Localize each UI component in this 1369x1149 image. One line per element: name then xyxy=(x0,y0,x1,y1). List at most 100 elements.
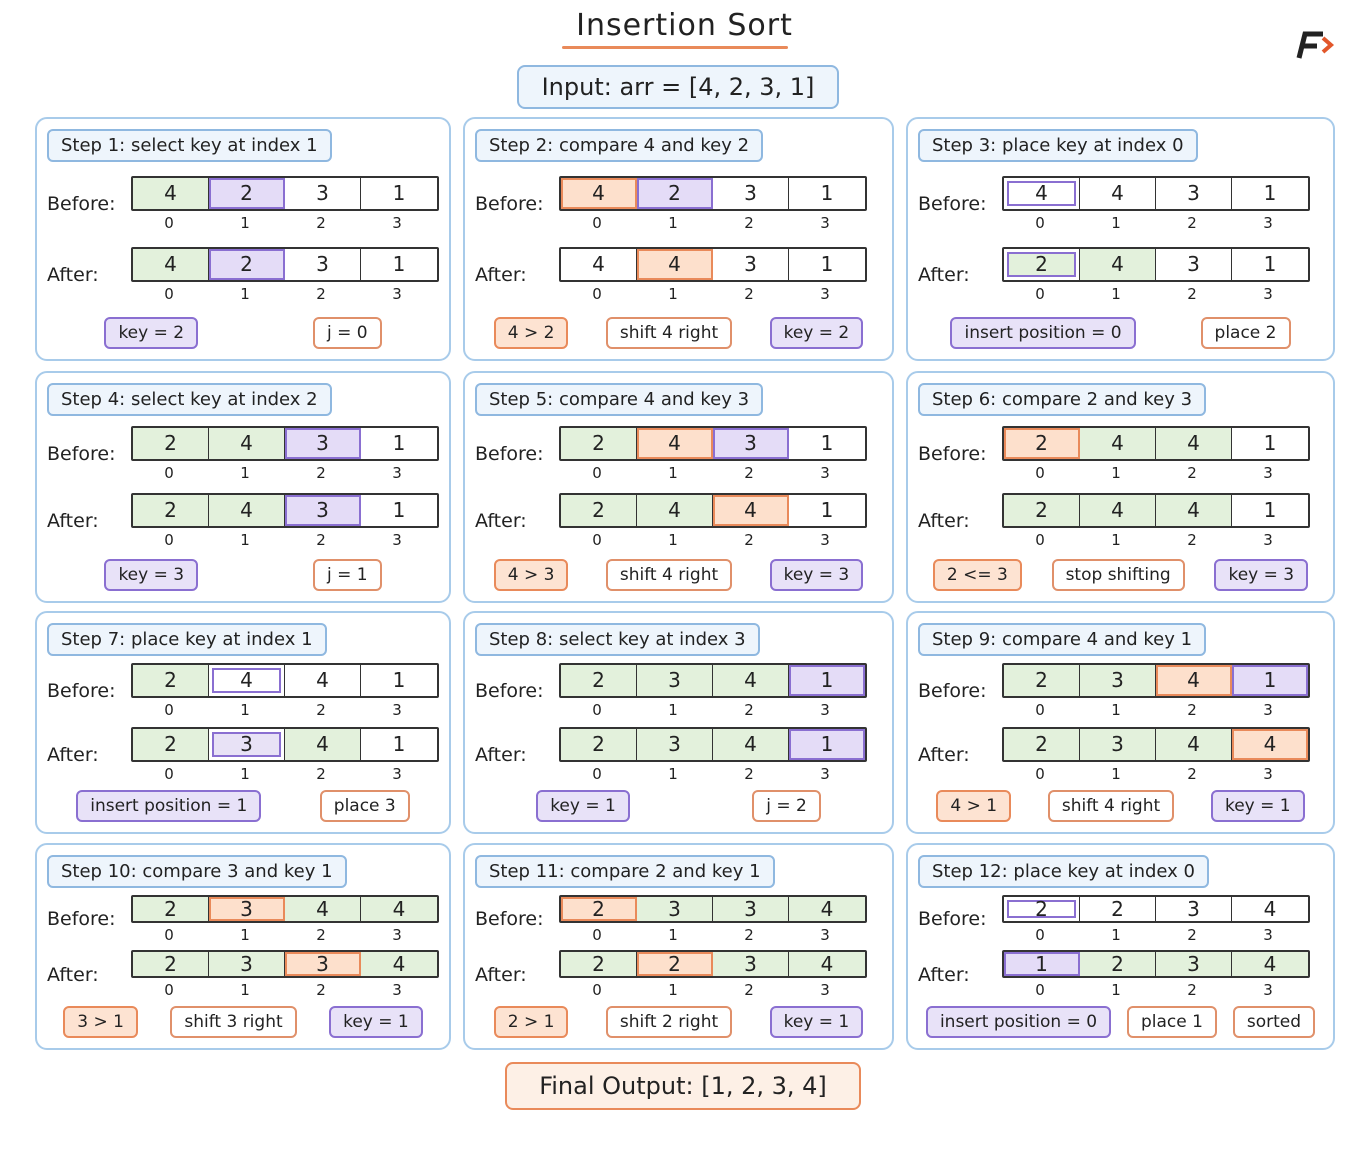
tag: 4 > 2 xyxy=(493,316,569,349)
row-label: Before: xyxy=(47,680,116,703)
index: 3 xyxy=(820,701,830,720)
cell: 4 xyxy=(133,178,209,210)
cell: 4 xyxy=(713,494,789,526)
index: 0 xyxy=(164,764,174,783)
tag: shift 4 right xyxy=(1047,789,1175,822)
cell: 4 xyxy=(637,494,713,526)
cell: 4 xyxy=(361,952,437,977)
cell: 1 xyxy=(789,728,865,760)
cell: 3 xyxy=(285,494,361,526)
cell: 3 xyxy=(713,952,789,977)
index: 2 xyxy=(1187,925,1197,944)
indices: 0 1 2 3 xyxy=(559,282,867,303)
index: 0 xyxy=(1035,530,1045,549)
indices: 0 1 2 3 xyxy=(1002,528,1310,549)
cell: 4 xyxy=(713,728,789,760)
after-row: After: 2 4 3 1 0 1 2 3 xyxy=(918,246,1323,303)
index: 0 xyxy=(1035,214,1045,233)
step-label: Step 5: compare 4 and key 3 xyxy=(475,383,764,416)
cell: 1 xyxy=(1232,665,1308,697)
indices: 0 1 2 3 xyxy=(1002,282,1310,303)
row-label: Before: xyxy=(918,680,987,703)
after-row: After: 2 3 4 1 0 1 2 3 xyxy=(47,726,439,783)
index: 2 xyxy=(744,214,754,233)
index: 3 xyxy=(820,530,830,549)
tag: shift 4 right xyxy=(605,558,733,591)
after-row: After: 2 4 4 1 0 1 2 3 xyxy=(918,492,1323,549)
cell: 4 xyxy=(285,665,361,697)
cell: 4 xyxy=(1156,665,1232,697)
index: 2 xyxy=(1187,530,1197,549)
tags: 4 > 2 shift 4 right key = 2 xyxy=(475,316,882,349)
tag: key = 2 xyxy=(104,316,199,349)
row-label: After: xyxy=(918,263,970,286)
step-label: Step 6: compare 2 and key 3 xyxy=(918,383,1207,416)
index: 1 xyxy=(240,214,250,233)
cell: 1 xyxy=(1263,431,1277,456)
row-label: After: xyxy=(47,263,99,286)
index: 3 xyxy=(820,981,830,1000)
index: 2 xyxy=(316,284,326,303)
tags: key = 3 j = 1 xyxy=(47,558,439,591)
tag: 2 <= 3 xyxy=(932,558,1022,591)
indices: 0 1 2 3 xyxy=(1002,211,1310,232)
index: 0 xyxy=(592,925,602,944)
indices: 0 1 2 3 xyxy=(131,282,439,303)
cell: 4 xyxy=(285,728,361,760)
index: 2 xyxy=(1187,214,1197,233)
index: 1 xyxy=(240,764,250,783)
indices: 0 1 2 3 xyxy=(559,211,867,232)
cell: 3 xyxy=(713,896,789,921)
tags: key = 1 j = 2 xyxy=(475,789,882,822)
index: 2 xyxy=(1187,284,1197,303)
cell: 2 xyxy=(133,728,209,760)
cell: 1 xyxy=(392,497,406,522)
indices: 0 1 2 3 xyxy=(1002,978,1310,999)
index: 2 xyxy=(316,214,326,233)
before-row: Before: 2 3 4 1 0 1 2 3 xyxy=(475,663,882,719)
cell: 2 xyxy=(133,428,209,460)
index: 0 xyxy=(164,530,174,549)
after-row: After: 1 2 3 4 0 1 2 3 xyxy=(918,950,1323,999)
index: 2 xyxy=(744,981,754,1000)
index: 3 xyxy=(820,214,830,233)
tags: 3 > 1 shift 3 right key = 1 xyxy=(47,1005,439,1038)
index: 0 xyxy=(164,981,174,1000)
step-panel: Step 3: place key at index 0 Before: 4 4 3 1 0… xyxy=(906,117,1335,361)
tag: key = 3 xyxy=(104,558,199,591)
final-box: Final Output: [1, 2, 3, 4] xyxy=(505,1062,861,1110)
cell: 3 xyxy=(637,728,713,760)
index: 1 xyxy=(240,464,250,483)
index: 1 xyxy=(240,701,250,720)
index: 0 xyxy=(592,764,602,783)
cell: 2 xyxy=(561,952,637,977)
tag: shift 2 right xyxy=(605,1005,733,1038)
index: 1 xyxy=(668,530,678,549)
tags: 4 > 1 shift 4 right key = 1 xyxy=(918,789,1323,822)
index: 3 xyxy=(392,284,402,303)
index: 0 xyxy=(592,214,602,233)
row-label: After: xyxy=(47,963,99,986)
tag: key = 1 xyxy=(536,789,630,822)
cell: 4 xyxy=(1156,728,1232,760)
tags: key = 2 j = 0 xyxy=(47,316,439,349)
indices: 0 1 2 3 xyxy=(1002,762,1310,783)
index: 1 xyxy=(668,701,678,720)
index: 0 xyxy=(1035,764,1045,783)
tag: key = 3 xyxy=(1214,558,1309,591)
index: 0 xyxy=(1035,925,1045,944)
cell: 2 xyxy=(1080,952,1156,977)
